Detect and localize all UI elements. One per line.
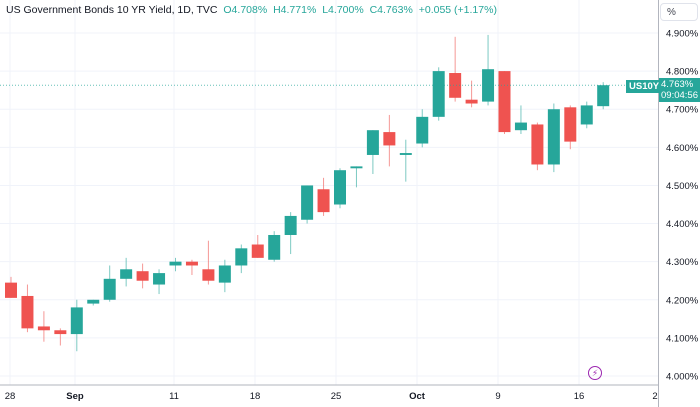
high-value: H4.771% [273,4,317,16]
time-tick-label: 25 [331,391,342,402]
price-tick-label: 4.100% [666,333,699,344]
time-axis[interactable]: 28 Sep 11 18 25 Oct 9 16 2 [5,391,658,402]
symbol-title: US Government Bonds 10 YR Yield, 1D, TVC [6,4,218,16]
price-tick-label: 4.200% [666,295,699,306]
price-tick-label: 4.800% [666,67,699,78]
price-tick-label: 4.600% [666,143,699,154]
time-tick-label: 28 [5,391,16,402]
time-tick-label: 9 [495,391,500,402]
price-tick-label: 4.900% [666,29,699,40]
lightning-icon[interactable]: ⚡ [588,366,602,380]
time-tick-label: 11 [169,391,179,402]
price-tick-label: 4.300% [666,257,699,268]
change-value: +0.055 (+1.17%) [418,4,497,16]
symbol-tag: US10Y [626,80,663,93]
time-tick-label: 16 [574,391,585,402]
time-tick-label: Sep [66,391,84,402]
price-tick-label: 4.000% [666,372,699,383]
price-tick-label: 4.700% [666,105,699,116]
time-tick-label: 18 [250,391,261,402]
open-value: O4.708% [223,4,268,16]
close-value: C4.763% [369,4,413,16]
price-tick-label: 4.500% [666,181,699,192]
price-tick-label: 4.400% [666,219,699,230]
grid-lines [0,0,658,385]
last-price-value: 4.763% [661,79,694,90]
price-axis[interactable]: 4.900% 4.800% 4.700% 4.600% 4.500% 4.400% 4.30… [666,29,699,383]
countdown-timer: 09:04:56 [661,90,698,101]
low-value: L4.700% [322,4,364,16]
percent-scale-button[interactable]: % [660,3,698,21]
chart-legend: US Government Bonds 10 YR Yield, 1D, TVC… [6,4,497,16]
last-price-label: 4.763% 09:04:56 [659,78,700,102]
time-tick-label: 2 [652,391,657,402]
time-tick-label: Oct [409,391,426,402]
candles [5,34,610,352]
